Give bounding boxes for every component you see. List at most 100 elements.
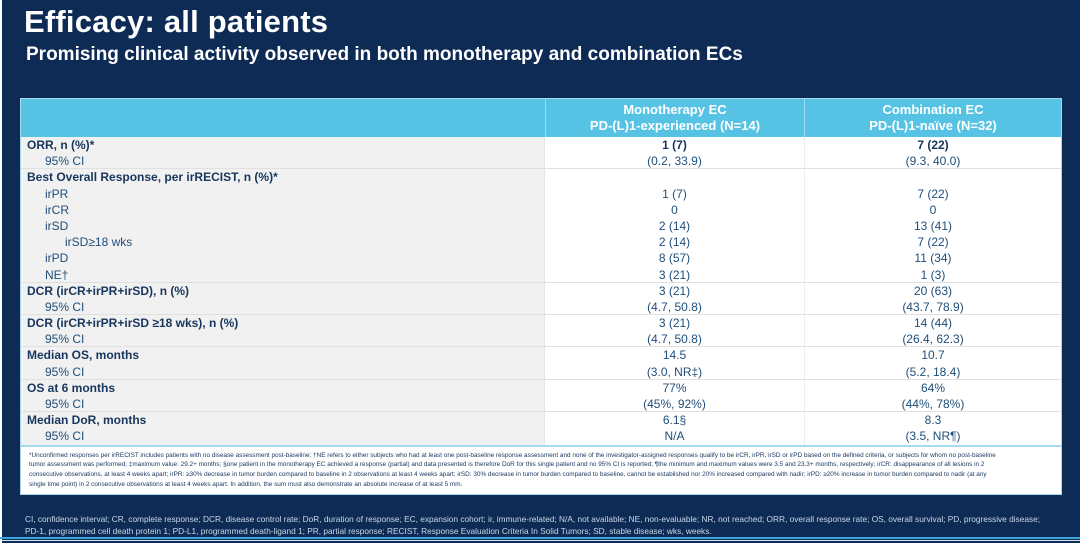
combination-value: 11 (34) — [914, 251, 952, 266]
table-row: irCR 0 0 — [21, 201, 1061, 218]
row-label: 95% CI — [21, 298, 545, 316]
table-row: irSD≥18 wks 2 (14) 7 (22) — [21, 234, 1061, 251]
abbreviation-line: CI, confidence interval; CR, complete re… — [25, 514, 1041, 524]
row-label: irCR — [21, 201, 545, 218]
monotherapy-value: (3.0, NR‡) — [545, 363, 805, 380]
row-label: 95% CI — [21, 396, 545, 413]
combination-value: 64% — [920, 380, 946, 395]
table-row: Best Overall Response, per irRECIST, n (… — [21, 169, 1061, 186]
header-label-cell — [21, 99, 545, 137]
combination-value: 8.3 — [924, 413, 942, 428]
monotherapy-value: (45%, 92%) — [545, 396, 805, 413]
header-combination-cell: Combination EC PD-(L)1-naïve (N=32) — [805, 99, 1061, 137]
footnote-line: single time point) in 2 consecutive obse… — [29, 481, 463, 489]
combination-value: (44%, 78%) — [805, 396, 1061, 413]
footnote: *Unconfirmed responses per irRECIST incl… — [21, 444, 1061, 495]
row-label: NE† — [21, 266, 545, 283]
monotherapy-header-line2: PD-(L)1-experienced (N=14) — [589, 118, 761, 133]
monotherapy-value: (4.7, 50.8) — [545, 298, 805, 316]
monotherapy-value: 6.1§ — [545, 412, 805, 429]
header-monotherapy-cell: Monotherapy EC PD-(L)1-experienced (N=14… — [545, 99, 805, 137]
combination-value: 20 (63) — [913, 283, 953, 298]
monotherapy-value: 3 (21) — [545, 266, 805, 283]
monotherapy-value: 3 (21) — [545, 315, 805, 332]
monotherapy-header-line1: Monotherapy EC — [623, 102, 727, 117]
monotherapy-value: 14.5 — [545, 347, 805, 364]
bottom-accent-line-light — [0, 540, 1080, 541]
monotherapy-value: 1 (7) — [545, 137, 805, 154]
combination-value: 13 (41) — [913, 218, 953, 233]
footnote-line: consecutive observations, at least 4 wee… — [29, 471, 987, 479]
bottom-accent-line — [0, 537, 1080, 539]
combination-value: (26.4, 62.3) — [805, 331, 1061, 348]
page-title: Efficacy: all patients — [24, 4, 329, 39]
monotherapy-value: 0 — [545, 201, 805, 218]
row-label: ORR, n (%)* — [21, 137, 545, 154]
monotherapy-value: (0.2, 33.9) — [545, 153, 805, 170]
table-row: irPD 8 (57) 11 (34) — [21, 250, 1061, 267]
table-row: Median OS, months 14.5 10.7 — [21, 347, 1061, 364]
abbreviations: CI, confidence interval; CR, complete re… — [25, 513, 1065, 537]
combination-value: 7 (22) — [917, 235, 949, 250]
monotherapy-value: 8 (57) — [545, 250, 805, 267]
monotherapy-value — [545, 169, 805, 186]
row-label: 95% CI — [21, 331, 545, 348]
table-row: NE† 3 (21) 1 (3) — [21, 266, 1061, 283]
combination-value: (5.2, 18.4) — [805, 364, 1061, 380]
table-body: ORR, n (%)* 1 (7) 7 (22) 95% CI (0.2, 33.9)(… — [21, 137, 1061, 445]
combination-value: (43.7, 78.9) — [805, 299, 1061, 316]
combination-value: (3.5, NR¶) — [905, 429, 961, 444]
table-row: 95% CI (45%, 92%) (44%, 78%) — [21, 396, 1061, 413]
table-row: 95% CI (0.2, 33.9) (9.3, 40.0) — [21, 153, 1061, 170]
table-row: irPR 1 (7) 7 (22) — [21, 185, 1061, 202]
table-header-row: Monotherapy EC PD-(L)1-experienced (N=14… — [21, 99, 1061, 137]
row-label: irPD — [21, 250, 545, 267]
monotherapy-value: N/A — [545, 428, 805, 445]
footnote-line: tumor assessment was performed; ‡maximum… — [29, 461, 985, 469]
table-row: ORR, n (%)* 1 (7) 7 (22) — [21, 137, 1061, 154]
table-row: DCR (irCR+irPR+irSD), n (%) 3 (21) 20 (63) — [21, 282, 1061, 299]
table-row: Median DoR, months 6.1§ 8.3 — [21, 412, 1061, 429]
monotherapy-value: 1 (7) — [545, 185, 805, 202]
combination-value: 7 (22) — [917, 186, 949, 201]
combination-value: 1 (3) — [805, 267, 1061, 283]
combination-value — [805, 169, 1061, 185]
row-label: 95% CI — [21, 428, 545, 445]
monotherapy-value: 77% — [545, 379, 805, 396]
row-label: 95% CI — [21, 153, 545, 170]
efficacy-table: Monotherapy EC PD-(L)1-experienced (N=14… — [20, 98, 1062, 496]
table-row: 95% CI (4.7, 50.8) (26.4, 62.3) — [21, 331, 1061, 348]
monotherapy-value: (4.7, 50.8) — [545, 331, 805, 348]
combination-value: 10.7 — [921, 348, 945, 363]
row-label: irSD — [21, 217, 545, 235]
row-label: OS at 6 months — [21, 379, 545, 396]
table-row: 95% CI (4.7, 50.8) (43.7, 78.9) — [21, 298, 1061, 316]
monotherapy-value: 2 (14) — [545, 234, 805, 251]
table-row: irSD 2 (14) 13 (41) — [21, 217, 1061, 235]
monotherapy-value: 2 (14) — [545, 217, 805, 235]
table-row: 95% CI N/A (3.5, NR¶) — [21, 428, 1061, 445]
combination-header-line1: Combination EC — [882, 102, 984, 117]
row-label: DCR (irCR+irPR+irSD), n (%) — [21, 282, 545, 299]
page-subtitle: Promising clinical activity observed in … — [26, 44, 743, 65]
abbreviation-line: PD-1, programmed cell death protein 1; P… — [25, 526, 712, 537]
slide-left-edge-line — [0, 0, 2, 543]
row-label: irSD≥18 wks — [21, 234, 545, 251]
table-row: OS at 6 months 77% 64% — [21, 379, 1061, 396]
combination-value: 7 (22) — [917, 138, 949, 152]
row-label: DCR (irCR+irPR+irSD ≥18 wks), n (%) — [21, 315, 545, 332]
combination-value: 0 — [929, 202, 937, 217]
row-label: Median OS, months — [21, 347, 545, 364]
monotherapy-value: 3 (21) — [545, 282, 805, 299]
combination-header-line2: PD-(L)1-naïve (N=32) — [869, 118, 997, 133]
table-row: DCR (irCR+irPR+irSD ≥18 wks), n (%) 3 (21… — [21, 315, 1061, 332]
combination-value: (9.3, 40.0) — [805, 153, 1061, 170]
footnote-line: *Unconfirmed responses per irRECIST incl… — [29, 451, 996, 459]
row-label: 95% CI — [21, 363, 545, 380]
table-row: 95% CI (3.0, NR‡) (5.2, 18.4) — [21, 363, 1061, 380]
row-label: Median DoR, months — [21, 412, 545, 429]
row-label: irPR — [21, 185, 545, 202]
row-label: Best Overall Response, per irRECIST, n (… — [21, 169, 545, 186]
combination-value: 14 (44) — [913, 316, 953, 331]
